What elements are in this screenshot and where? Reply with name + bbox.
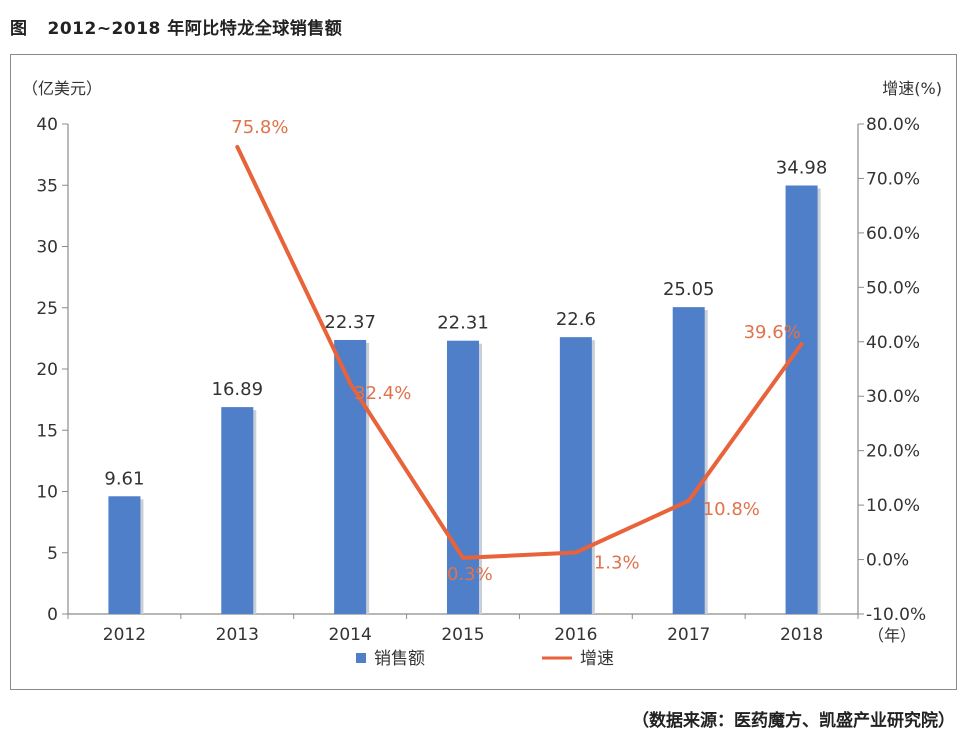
right-y-tick-label: -10.0% — [866, 605, 926, 625]
sales-bar-label: 34.98 — [776, 157, 828, 178]
right-y-tick-label: 0.0% — [866, 551, 909, 571]
right-y-tick-label: 20.0% — [866, 442, 920, 462]
x-tick-label: 2018 — [780, 625, 823, 645]
growth-data-label: 0.3% — [447, 564, 493, 585]
x-tick-label: 2013 — [216, 625, 259, 645]
left-y-axis-unit: （亿美元） — [22, 79, 102, 98]
sales-bar-label: 16.89 — [212, 379, 264, 400]
right-y-axis-unit: 增速(%) — [882, 79, 942, 98]
x-tick-label: 2016 — [554, 625, 597, 645]
right-y-tick-label: 70.0% — [866, 169, 920, 189]
growth-data-label: 10.8% — [703, 499, 760, 520]
legend-swatch-sales — [356, 653, 366, 663]
sales-bar — [785, 185, 818, 614]
x-tick-label: 2014 — [329, 625, 372, 645]
right-y-tick-label: 60.0% — [866, 224, 920, 244]
left-y-tick-label: 20 — [36, 360, 58, 380]
right-y-tick-label: 30.0% — [866, 387, 920, 407]
growth-data-label: 32.4% — [354, 383, 411, 404]
sales-bar-label: 22.31 — [437, 313, 489, 334]
growth-data-label: 1.3% — [594, 552, 640, 573]
figure-title-text: 2012~2018 年阿比特龙全球销售额 — [47, 19, 343, 39]
x-tick-label: 2017 — [667, 625, 710, 645]
sales-bar — [447, 340, 479, 614]
left-y-tick-label: 25 — [36, 299, 58, 319]
sales-bar — [221, 407, 254, 614]
chart-frame — [10, 54, 957, 690]
sales-bar-label: 9.61 — [104, 468, 144, 489]
sales-bar — [672, 307, 705, 614]
right-y-tick-label: 10.0% — [866, 496, 920, 516]
left-y-tick-label: 5 — [47, 544, 58, 564]
left-y-tick-label: 40 — [36, 115, 58, 135]
sales-bar — [108, 496, 141, 614]
sales-bar-label: 22.6 — [556, 309, 596, 330]
growth-line — [235, 144, 804, 560]
sales-bar — [559, 337, 592, 614]
left-y-tick-label: 15 — [36, 421, 58, 441]
x-tick-label: 2015 — [441, 625, 484, 645]
x-axis-unit: （年） — [868, 626, 916, 645]
left-y-tick-label: 10 — [36, 483, 58, 503]
x-tick-label: 2012 — [103, 625, 146, 645]
left-y-tick-label: 0 — [47, 605, 58, 625]
right-y-tick-label: 40.0% — [866, 333, 920, 353]
legend-label-growth: 增速 — [580, 649, 614, 669]
figure-label: 图 — [10, 19, 28, 39]
growth-data-label: 75.8% — [231, 117, 288, 138]
left-y-tick-label: 30 — [36, 238, 58, 258]
right-y-tick-label: 50.0% — [866, 278, 920, 298]
growth-data-label: 39.6% — [744, 322, 801, 343]
figure-title: 图 2012~2018 年阿比特龙全球销售额 — [10, 14, 342, 39]
sales-bar-label: 22.37 — [324, 312, 376, 333]
left-y-tick-label: 35 — [36, 176, 58, 196]
legend-label-sales: 销售额 — [374, 649, 425, 669]
sales-bar-label: 25.05 — [663, 279, 715, 300]
figure-source: （数据来源：医药魔方、凯盛产业研究院） — [632, 711, 955, 731]
right-y-tick-label: 80.0% — [866, 115, 920, 135]
